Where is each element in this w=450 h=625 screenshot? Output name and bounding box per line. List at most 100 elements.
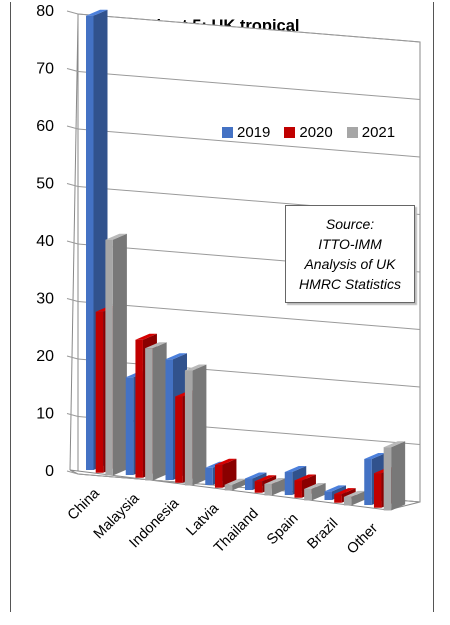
bar-spain-2021 bbox=[304, 482, 326, 501]
y-tick-label-80: 80 bbox=[36, 3, 54, 20]
side-wall-edge bbox=[69, 17, 79, 471]
legend-label-2020: 2020 bbox=[299, 124, 333, 141]
bar-front-china-2021 bbox=[105, 239, 113, 476]
chart-frame bbox=[10, 2, 434, 612]
bar-side-other-2021 bbox=[391, 441, 406, 511]
y-tick-label-10: 10 bbox=[36, 406, 54, 423]
bar-top-thailand-2021 bbox=[264, 477, 286, 484]
bar-top-spain-2019 bbox=[284, 466, 307, 473]
gridline-side-70 bbox=[66, 68, 79, 72]
bar-top-latvia-2021 bbox=[224, 478, 247, 485]
bar-thailand-2021 bbox=[264, 477, 286, 496]
gridline-30 bbox=[77, 301, 421, 330]
bar-front-china-2019 bbox=[86, 15, 94, 471]
bar-front-thailand-2020 bbox=[254, 481, 263, 493]
bar-top-indonesia-2021 bbox=[184, 364, 207, 371]
x-tick-label-china: China bbox=[65, 485, 104, 524]
bar-front-latvia-2021 bbox=[224, 484, 233, 491]
legend-swatch-2019 bbox=[222, 127, 233, 138]
bar-side-malaysia-2021 bbox=[152, 342, 167, 481]
legend-swatch-2020 bbox=[284, 127, 296, 138]
bar-top-other-2021 bbox=[383, 441, 406, 448]
source-annotation: Source: ITTO-IMM Analysis of UK HMRC Sta… bbox=[285, 205, 415, 303]
bar-top-indonesia-2019 bbox=[165, 353, 187, 360]
gridline-side-60 bbox=[66, 125, 79, 130]
bar-front-other-2019 bbox=[364, 459, 372, 506]
bar-front-malaysia-2021 bbox=[145, 348, 153, 481]
gridline-side-80 bbox=[66, 10, 79, 15]
bar-china-2021 bbox=[105, 233, 127, 476]
gridline-side-0 bbox=[66, 470, 79, 475]
gridline-side-40 bbox=[66, 240, 79, 245]
bar-front-spain-2021 bbox=[304, 488, 312, 501]
bar-side-spain-2021 bbox=[311, 482, 326, 501]
bar-latvia-2021 bbox=[224, 478, 247, 491]
y-tick-label-50: 50 bbox=[36, 176, 54, 193]
y-tick-label-40: 40 bbox=[36, 233, 54, 250]
legend-item-2021: 2021 bbox=[346, 124, 396, 141]
bar-brazil-2021 bbox=[343, 490, 366, 506]
bar-front-brazil-2020 bbox=[334, 494, 342, 503]
gridline-80 bbox=[77, 13, 421, 43]
legend-swatch-2021 bbox=[346, 127, 358, 138]
bar-front-spain-2019 bbox=[284, 472, 293, 496]
bar-front-latvia-2020 bbox=[214, 464, 223, 488]
bar-side-indonesia-2021 bbox=[192, 364, 207, 486]
bar-front-indonesia-2019 bbox=[165, 359, 173, 481]
y-tick-label-60: 60 bbox=[36, 118, 54, 135]
y-tick-label-0: 0 bbox=[45, 463, 54, 480]
legend: 2019 2020 2021 bbox=[222, 124, 409, 141]
source-line-2: ITTO-IMM bbox=[318, 236, 382, 252]
x-tick-label-spain: Spain bbox=[264, 511, 302, 549]
gridline-60 bbox=[77, 128, 421, 158]
bar-front-other-2021 bbox=[383, 447, 392, 511]
bar-top-china-2021 bbox=[105, 233, 127, 240]
y-tick-label-70: 70 bbox=[36, 61, 54, 78]
bar-top-thailand-2019 bbox=[245, 472, 267, 479]
x-tick-label-other: Other bbox=[344, 520, 381, 557]
gridline-70 bbox=[77, 71, 421, 100]
bar-top-spain-2021 bbox=[304, 482, 326, 489]
bar-top-china-2019 bbox=[86, 9, 108, 16]
gridline-20 bbox=[77, 358, 421, 388]
bar-front-thailand-2019 bbox=[245, 478, 253, 491]
y-tick-label-20: 20 bbox=[36, 348, 54, 365]
bar-front-china-2020 bbox=[95, 311, 104, 473]
gridline-side-50 bbox=[66, 183, 79, 187]
bar-side-thailand-2021 bbox=[271, 477, 286, 496]
bar-top-brazil-2020 bbox=[334, 488, 356, 495]
source-line-3: Analysis of UK bbox=[304, 256, 396, 272]
legend-item-2019: 2019 bbox=[222, 124, 270, 141]
y-axis: 0 10 20 30 40 50 60 70 80 bbox=[36, 3, 54, 480]
source-line-1: Source: bbox=[325, 216, 375, 232]
y-tick-label-30: 30 bbox=[36, 291, 54, 308]
bar-front-other-2020 bbox=[373, 473, 382, 508]
bar-side-china-2021 bbox=[112, 233, 127, 476]
gridline-side-30 bbox=[66, 298, 79, 302]
bar-front-indonesia-2020 bbox=[175, 396, 183, 483]
bar-side-latvia-2020 bbox=[222, 458, 237, 488]
bar-top-latvia-2020 bbox=[214, 458, 237, 465]
source-line-4: HMRC Statistics bbox=[299, 276, 401, 292]
x-tick-label-brazil: Brazil bbox=[304, 516, 341, 553]
gridline-side-10 bbox=[66, 413, 79, 417]
legend-label-2021: 2021 bbox=[361, 124, 396, 141]
legend-label-2019: 2019 bbox=[237, 124, 271, 141]
x-tick-label-latvia: Latvia bbox=[183, 500, 222, 539]
bar-front-malaysia-2019 bbox=[125, 377, 134, 476]
bar-front-indonesia-2021 bbox=[184, 370, 193, 486]
bar-top-malaysia-2020 bbox=[135, 333, 157, 340]
bar-top-other-2019 bbox=[364, 453, 386, 460]
bar-side-brazil-2021 bbox=[351, 490, 366, 506]
bar-front-thailand-2021 bbox=[264, 483, 272, 496]
bar-top-thailand-2020 bbox=[254, 475, 277, 482]
bar-front-spain-2020 bbox=[294, 480, 302, 498]
bar-latvia-2020 bbox=[214, 458, 237, 488]
bar-front-brazil-2019 bbox=[324, 491, 332, 501]
bar-top-brazil-2019 bbox=[324, 485, 346, 492]
bar-front-latvia-2019 bbox=[205, 467, 213, 486]
bar-other-2021 bbox=[383, 441, 406, 511]
bar-indonesia-2021 bbox=[184, 364, 207, 486]
bars bbox=[86, 9, 406, 511]
